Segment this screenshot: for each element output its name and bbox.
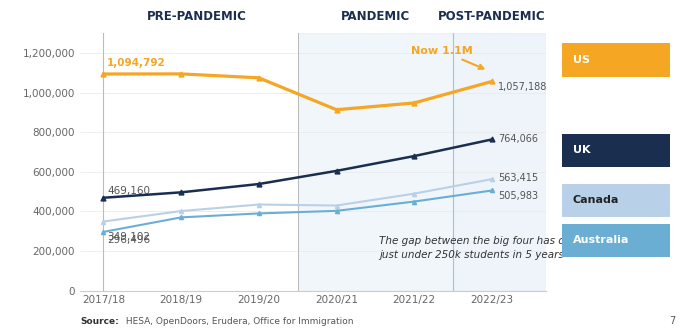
Text: 296,496: 296,496 (107, 235, 150, 245)
Text: UK: UK (573, 145, 590, 155)
Text: 563,415: 563,415 (498, 173, 538, 183)
Text: PANDEMIC: PANDEMIC (341, 10, 410, 23)
Bar (453, 33, 546, 291)
Text: Canada: Canada (573, 195, 619, 205)
Text: Australia: Australia (573, 235, 629, 245)
Text: HESA, OpenDoors, Erudera, Office for Immigration: HESA, OpenDoors, Erudera, Office for Imm… (123, 317, 354, 326)
Text: 1,094,792: 1,094,792 (107, 58, 166, 68)
Text: US: US (573, 55, 590, 65)
Text: 764,066: 764,066 (498, 134, 538, 144)
Text: The gap between the big four has closed by
just under 250k students in 5 years: The gap between the big four has closed … (379, 236, 608, 260)
Text: PRE-PANDEMIC: PRE-PANDEMIC (147, 10, 246, 23)
Text: Source:: Source: (80, 317, 119, 326)
Text: 505,983: 505,983 (498, 191, 538, 201)
Text: POST-PANDEMIC: POST-PANDEMIC (438, 10, 546, 23)
Text: Now 1.1M: Now 1.1M (411, 46, 483, 69)
Text: 349,102: 349,102 (107, 232, 150, 242)
Text: 7: 7 (669, 316, 675, 326)
Bar (298, 33, 453, 291)
Text: 469,160: 469,160 (107, 186, 150, 196)
Text: 1,057,188: 1,057,188 (498, 82, 548, 93)
